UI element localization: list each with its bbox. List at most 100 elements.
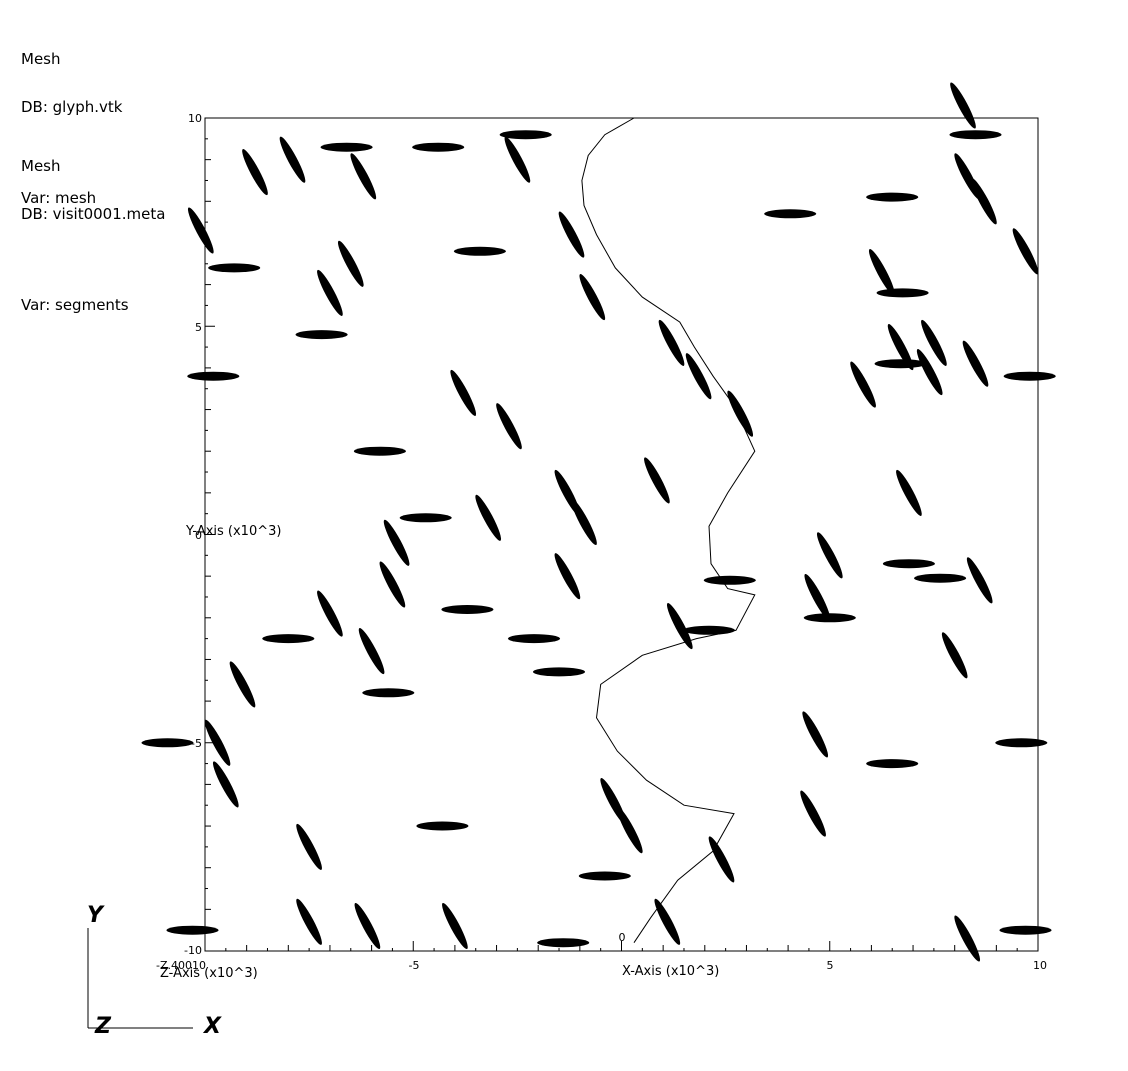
glyph-ellipse [685,353,712,400]
glyph-ellipse [941,632,968,679]
x-tick-label: -5 [409,959,420,972]
glyph-layer [141,82,1056,962]
glyph-ellipse [816,532,843,579]
glyph-ellipse [950,82,976,129]
glyph-ellipse [379,561,406,608]
glyph-ellipse [412,142,465,152]
glyph-ellipse [708,836,735,883]
y-axis-title: Y-Axis (x10^3) [185,524,281,539]
glyph-ellipse [644,457,670,504]
legend-variable: Var: mesh [21,189,97,207]
legend-glyph-mesh: Mesh DB: glyph.vtk Var: mesh [21,19,122,222]
glyph-ellipse [727,390,754,437]
glyph-ellipse [803,613,856,623]
glyph-ellipse [262,634,315,644]
glyph-ellipse [554,553,581,600]
glyph-ellipse [141,738,194,748]
glyph-ellipse [999,925,1052,935]
glyph-ellipse [971,178,997,225]
glyph-ellipse [654,898,681,945]
glyph-ellipse [337,240,364,287]
y-tick-label: 0 [195,529,202,542]
glyph-ellipse [187,207,214,254]
glyph-ellipse [954,915,981,962]
glyph-ellipse [866,759,919,769]
glyph-ellipse [399,513,452,523]
glyph-ellipse [441,605,494,614]
glyph-ellipse [320,142,373,152]
tick-marks [204,117,1039,952]
glyph-ellipse [475,494,502,541]
glyph-ellipse [317,269,343,316]
glyph-ellipse [508,634,560,644]
glyph-ellipse [208,263,261,273]
glyph-ellipse [616,807,643,854]
glyph-ellipse [295,330,348,340]
glyph-ellipse [800,790,826,837]
glyph-ellipse [362,688,415,698]
x-tick-label: 5 [827,959,834,972]
glyph-ellipse [354,902,381,950]
segments-curve [581,117,756,943]
glyph-ellipse [949,130,1002,140]
triad-z-label: Z [94,1014,112,1039]
legend-database: DB: glyph.vtk [21,98,123,116]
y-tick-label: -5 [191,737,202,750]
x-tick-label: 10 [1033,959,1047,972]
glyph-ellipse [504,136,531,183]
glyph-ellipse [578,871,631,881]
glyph-ellipse [579,274,606,321]
glyph-ellipse [1012,228,1039,275]
glyph-ellipse [666,603,693,650]
glyph-ellipse [882,559,935,569]
glyph-ellipse [242,149,268,196]
plot-frame [204,117,1039,952]
glyph-ellipse [383,519,410,566]
legend-plot-type: Mesh [21,50,61,68]
glyph-ellipse [966,557,993,604]
glyph-ellipse [764,209,817,219]
glyph-ellipse [499,130,552,140]
glyph-ellipse [453,246,506,256]
glyph-ellipse [353,446,406,456]
glyph-ellipse [496,403,522,450]
glyph-ellipse [533,667,585,677]
glyph-ellipse [450,369,477,416]
glyph-ellipse [866,192,919,202]
glyph-ellipse [350,153,377,200]
triad-x-label: X [202,1014,222,1039]
glyph-ellipse [962,340,989,387]
glyph-ellipse [571,498,597,546]
triad-y-label: Y [87,903,105,928]
glyph-ellipse [1003,371,1056,381]
glyph-ellipse [874,359,927,369]
glyph-ellipse [442,902,468,950]
glyph-ellipse [868,249,895,296]
z-axis-title: Z-Axis (x10^3) [160,966,258,981]
legend-plot-type: Mesh [21,157,61,175]
legend-database: DB: visit0001.meta [21,205,166,223]
glyph-ellipse [279,136,306,183]
glyph-ellipse [916,349,943,396]
glyph-ellipse [537,938,590,948]
glyph-ellipse [166,925,219,935]
glyph-ellipse [876,288,929,298]
y-tick-label: 5 [195,321,202,334]
glyph-ellipse [416,821,469,831]
legend-variable: Var: segments [21,296,129,314]
glyph-ellipse [995,738,1048,748]
x-tick-label: 0 [619,931,626,944]
y-tick-label: -10 [184,944,202,957]
glyph-ellipse [804,573,831,621]
glyph-ellipse [317,590,343,637]
axis-triad: Y Z X [87,903,222,1039]
glyph-ellipse [850,361,876,408]
glyph-ellipse [558,211,585,258]
legend-segments-mesh: Mesh DB: visit0001.meta Var: segments [21,126,165,329]
glyph-ellipse [204,719,231,766]
glyph-ellipse [703,575,756,585]
glyph-ellipse [212,761,239,808]
y-tick-label: 10 [188,112,202,125]
glyph-ellipse [358,628,385,675]
